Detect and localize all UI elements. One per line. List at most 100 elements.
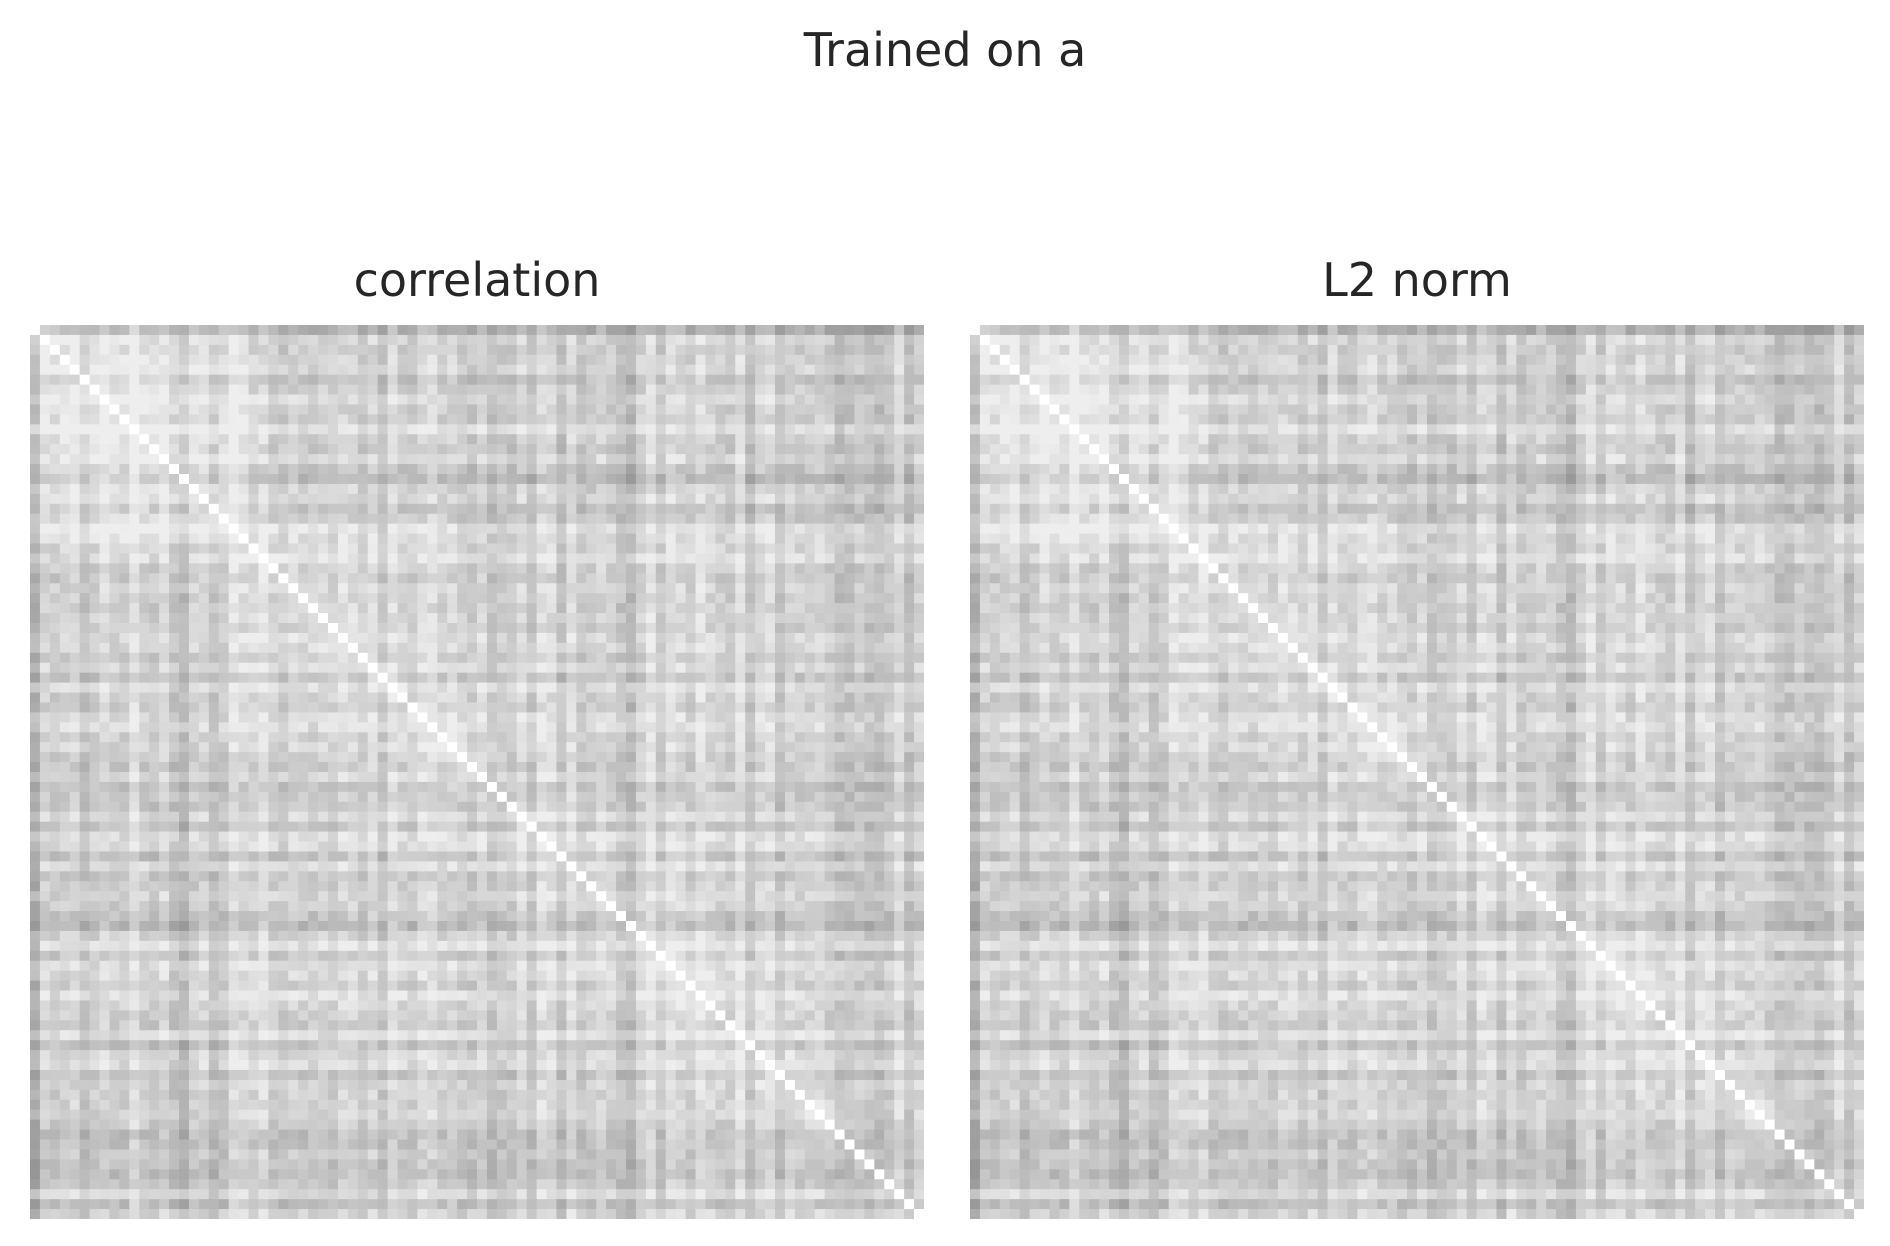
heatmap-cell: [30, 632, 41, 644]
heatmap-cell: [69, 384, 81, 396]
heatmap-cell: [99, 652, 111, 664]
heatmap-cell: [208, 752, 220, 763]
heatmap-cell: [228, 354, 240, 366]
heatmap-cell: [526, 652, 538, 664]
heatmap-cell: [139, 344, 150, 356]
heatmap-cell: [99, 791, 111, 803]
heatmap-cell: [874, 563, 885, 574]
heatmap-cell: [755, 742, 766, 753]
heatmap-cell: [437, 374, 448, 386]
heatmap-cell: [198, 642, 210, 654]
heatmap-cell: [30, 533, 41, 545]
heatmap-cell: [745, 593, 756, 604]
heatmap-cell: [596, 781, 607, 793]
heatmap-cell: [407, 444, 418, 455]
heatmap-cell: [149, 533, 160, 545]
heatmap-cell: [467, 384, 478, 396]
heatmap-cell: [119, 662, 130, 674]
heatmap-cell: [765, 781, 776, 793]
heatmap-cell: [655, 573, 667, 584]
heatmap-cell: [626, 513, 637, 525]
heatmap-cell: [775, 821, 786, 833]
heatmap-cell: [248, 503, 260, 515]
heatmap-cell: [198, 414, 210, 425]
heatmap-cell: [486, 692, 498, 704]
heatmap-cell: [109, 623, 120, 634]
heatmap-cell: [894, 603, 905, 614]
heatmap-cell: [616, 503, 627, 515]
heatmap-cell: [695, 702, 707, 713]
heatmap-cell: [536, 781, 548, 793]
heatmap-cell: [357, 503, 369, 515]
heatmap-cell: [536, 454, 548, 465]
heatmap-cell: [626, 424, 637, 435]
heatmap-cell: [814, 603, 826, 614]
heatmap-cell: [30, 563, 41, 574]
heatmap-cell: [188, 702, 200, 713]
heatmap-cell: [526, 722, 538, 733]
heatmap-cell: [477, 672, 488, 684]
heatmap-cell: [89, 682, 101, 694]
heatmap-cell: [824, 414, 836, 425]
heatmap-cell: [645, 374, 657, 386]
heatmap-cell: [526, 613, 538, 624]
heatmap-cell: [149, 464, 160, 475]
heatmap-cell: [218, 603, 230, 614]
heatmap-cell: [635, 374, 647, 386]
heatmap-cell: [675, 334, 687, 346]
heatmap-cell: [129, 483, 140, 495]
heatmap-cell: [89, 414, 101, 425]
heatmap-cell: [685, 722, 697, 733]
heatmap-cell: [49, 334, 61, 346]
heatmap-cell: [39, 533, 51, 545]
heatmap-cell: [765, 821, 776, 833]
heatmap-cell: [69, 344, 81, 356]
heatmap-cell: [884, 583, 895, 594]
heatmap-cell: [894, 652, 905, 664]
heatmap-cell: [258, 732, 269, 743]
heatmap-cell: [894, 334, 905, 346]
heatmap-cell: [208, 861, 220, 872]
heatmap-cell: [417, 394, 428, 406]
heatmap-cell: [616, 623, 627, 634]
heatmap-cell: [477, 474, 488, 485]
heatmap-cell: [467, 325, 478, 336]
heatmap-cell: [765, 354, 776, 366]
heatmap-cell: [218, 553, 230, 564]
heatmap-cell: [616, 652, 627, 664]
heatmap-cell: [606, 364, 617, 376]
heatmap-cell: [655, 742, 667, 753]
heatmap-cell: [278, 861, 289, 872]
heatmap-cell: [407, 662, 418, 674]
heatmap-cell: [387, 642, 399, 654]
heatmap-cell: [119, 374, 130, 386]
heatmap-cell: [616, 662, 627, 674]
heatmap-cell: [69, 553, 81, 564]
heatmap-cell: [755, 801, 766, 813]
heatmap-cell: [606, 444, 617, 455]
heatmap-cell: [149, 632, 160, 644]
heatmap-cell: [397, 642, 409, 654]
heatmap-cell: [39, 364, 51, 376]
heatmap-cell: [407, 603, 418, 614]
heatmap-cell: [357, 334, 369, 346]
heatmap-cell: [824, 563, 836, 574]
heatmap-cell: [755, 424, 766, 435]
heatmap-cell: [387, 851, 399, 862]
heatmap-cell: [159, 563, 170, 574]
heatmap-cell: [735, 344, 746, 356]
heatmap-cell: [486, 374, 498, 386]
heatmap-cell: [556, 702, 567, 713]
heatmap-cell: [188, 434, 200, 445]
heatmap-cell: [337, 632, 349, 644]
heatmap-cell: [546, 513, 558, 525]
heatmap-cell: [288, 791, 299, 803]
heatmap-cell: [606, 623, 617, 634]
heatmap-cell: [397, 424, 409, 435]
heatmap-cell: [894, 553, 905, 564]
heatmap-cell: [447, 781, 458, 793]
heatmap-cell: [596, 344, 607, 356]
heatmap-cell: [616, 573, 627, 584]
heatmap-cell: [546, 394, 558, 406]
heatmap-cell: [874, 821, 885, 833]
